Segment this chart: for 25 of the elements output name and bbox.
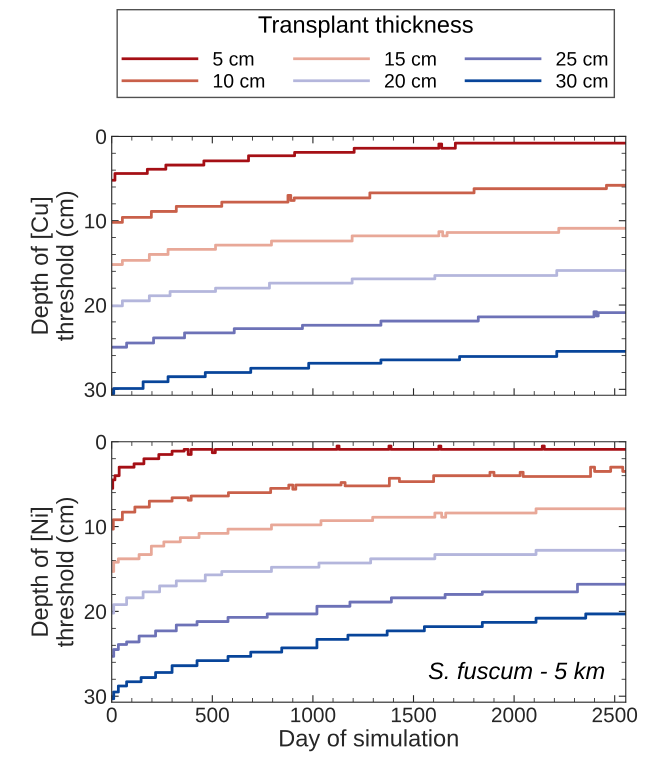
y-tick-label: 10 <box>85 520 106 534</box>
y-tick-label: 10 <box>85 214 106 228</box>
legend-label: 25 cm <box>556 52 608 66</box>
x-axis-title: Day of simulation <box>280 729 458 752</box>
x-tick-label: 1500 <box>392 708 436 722</box>
y-tick-label: 30 <box>84 689 106 704</box>
x-tick-label: 500 <box>196 708 229 722</box>
annotation: S. fuscum - 5 km <box>428 662 604 680</box>
y-axis-title: Depth of [Cu] threshold (cm) <box>30 192 78 341</box>
legend-title: Transplant thickness <box>258 16 473 38</box>
legend-label: 20 cm <box>384 74 436 88</box>
x-tick-label: 1000 <box>291 708 336 722</box>
x-tick-label: 2000 <box>492 708 536 722</box>
y-tick-label: 30 <box>84 382 106 398</box>
x-tick-label: 0 <box>106 708 117 722</box>
legend-label: 10 cm <box>214 74 264 88</box>
y-tick-label: 20 <box>84 298 106 313</box>
x-tick-label: 2500 <box>592 708 638 722</box>
y-axis-title: Depth of [Ni] threshold (cm) <box>30 498 78 648</box>
legend-label: 15 cm <box>385 52 436 66</box>
y-tick-label: 20 <box>84 604 106 620</box>
y-tick-label: 0 <box>96 434 106 450</box>
legend-label: 5 cm <box>213 52 254 66</box>
legend-label: 30 cm <box>556 74 608 88</box>
y-tick-label: 0 <box>96 129 106 144</box>
